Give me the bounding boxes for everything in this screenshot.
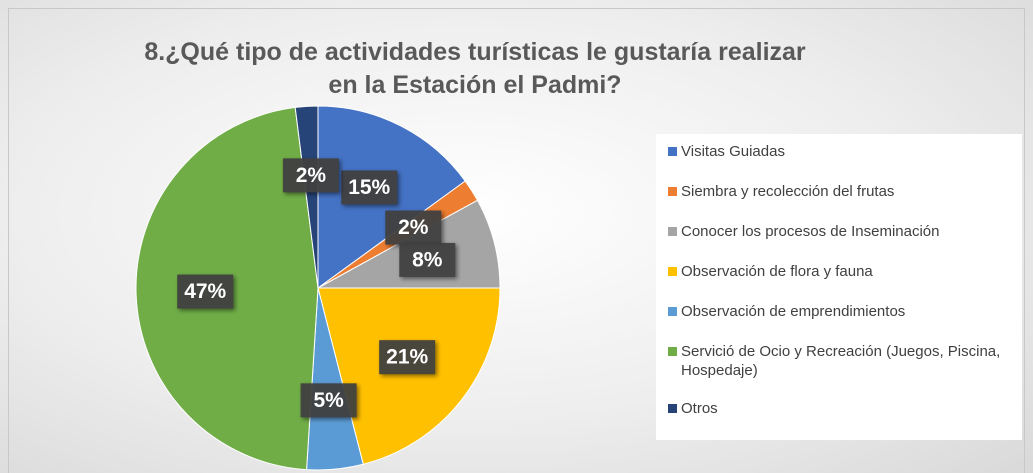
data-label: 5% (300, 383, 357, 418)
legend-label: Conocer los procesos de Inseminación (681, 223, 940, 240)
data-label: 15% (341, 170, 398, 205)
legend: Visitas Guiadas Siembra y recolección del… (656, 134, 1022, 440)
legend-swatch (668, 187, 677, 196)
data-label-box (177, 274, 234, 309)
legend-item: Conocer los procesos de Inseminación (668, 222, 1018, 241)
chart-frame (8, 8, 1025, 473)
data-label: 8% (399, 242, 456, 277)
legend-item: Observación de emprendimientos (668, 302, 1018, 321)
data-label-box (379, 340, 436, 375)
legend-swatch (668, 404, 677, 413)
data-label-text: 2% (398, 216, 429, 239)
legend-swatch (668, 347, 677, 356)
legend-swatch (668, 227, 677, 236)
legend-item: Siembra y recolección del frutas (668, 182, 1018, 201)
data-label-text: 2% (296, 164, 327, 187)
legend-label: Otros (681, 400, 718, 417)
data-label-text: 47% (184, 280, 226, 303)
chart-title: 8.¿Qué tipo de actividades turísticas le… (144, 38, 806, 99)
data-label-text: 5% (313, 389, 344, 412)
data-label: 47% (177, 274, 234, 309)
data-label: 2% (385, 210, 442, 245)
pie-slice (294, 105, 319, 289)
legend-label: Observación de flora y fauna (681, 263, 873, 280)
legend-item: Servició de Ocio y Recreación (Juegos, P… (668, 342, 1018, 380)
data-label-text: 21% (386, 346, 428, 369)
data-label-box (282, 158, 339, 193)
legend-item: Observación de flora y fauna (668, 262, 1018, 281)
data-label: 2% (282, 158, 339, 193)
legend-label: Siembra y recolección del frutas (681, 183, 895, 200)
legend-label: Observación de emprendimientos (681, 303, 906, 320)
data-label-box (399, 242, 456, 277)
data-label-box (300, 383, 357, 418)
legend-swatch (668, 307, 677, 316)
legend-item: Visitas Guiadas (668, 142, 1018, 161)
legend-swatch (668, 267, 677, 276)
data-label-text: 8% (412, 248, 443, 271)
data-label-text: 15% (348, 176, 390, 199)
pie-slice (317, 287, 501, 465)
data-label-box (385, 210, 442, 245)
legend-label: Servició de Ocio y Recreación (Juegos, P… (681, 343, 1001, 379)
data-label: 21% (379, 340, 436, 375)
legend-swatch (668, 147, 677, 156)
legend-item: Otros (668, 399, 1018, 418)
data-label-box (341, 170, 398, 205)
legend-label: Visitas Guiadas (681, 143, 785, 160)
